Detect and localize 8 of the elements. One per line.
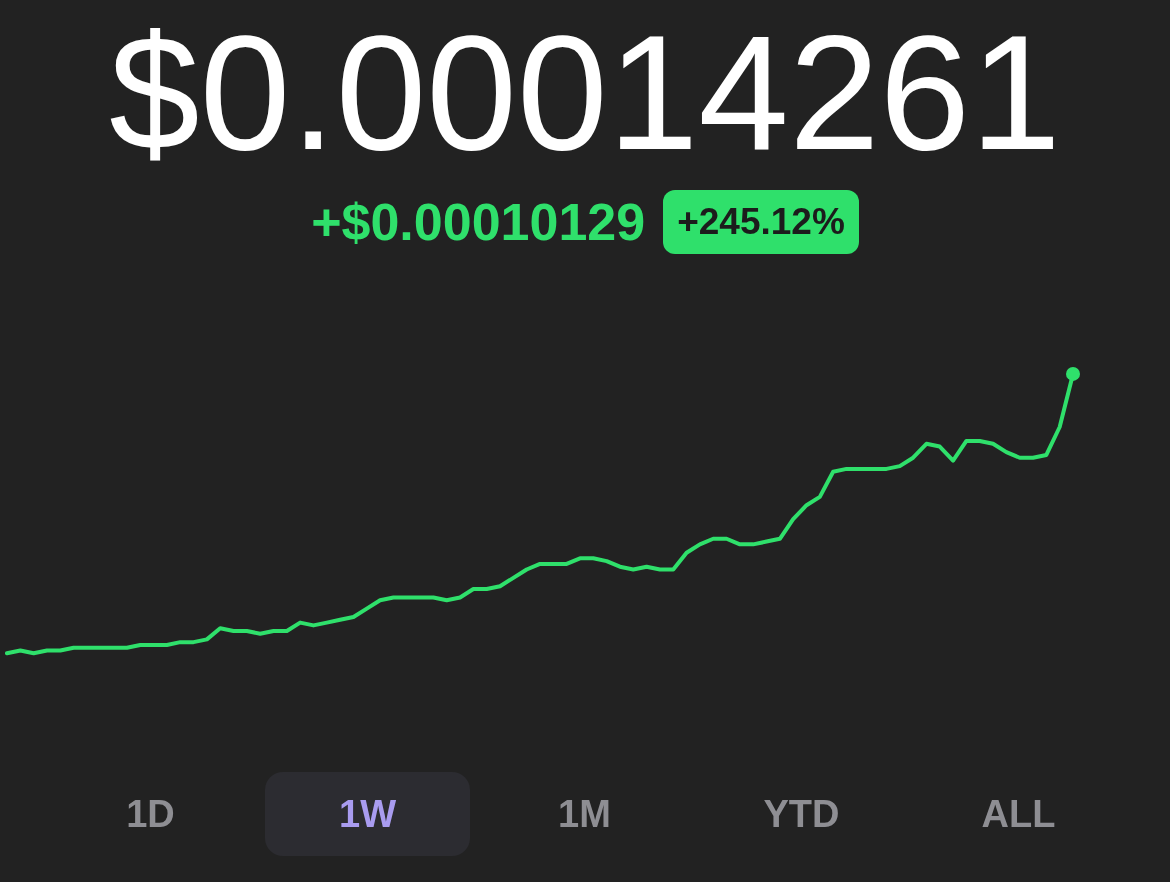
text: 1M	[557, 792, 612, 837]
chart-subtitle: +$0.00010129	[311, 193, 646, 251]
text: +245.12%	[663, 190, 859, 255]
text: 1W	[265, 772, 470, 856]
text: YTD	[762, 792, 841, 837]
text: 1D	[125, 792, 176, 837]
text: ALL	[980, 792, 1057, 837]
chart-title: $0.00014261	[108, 1, 1062, 184]
